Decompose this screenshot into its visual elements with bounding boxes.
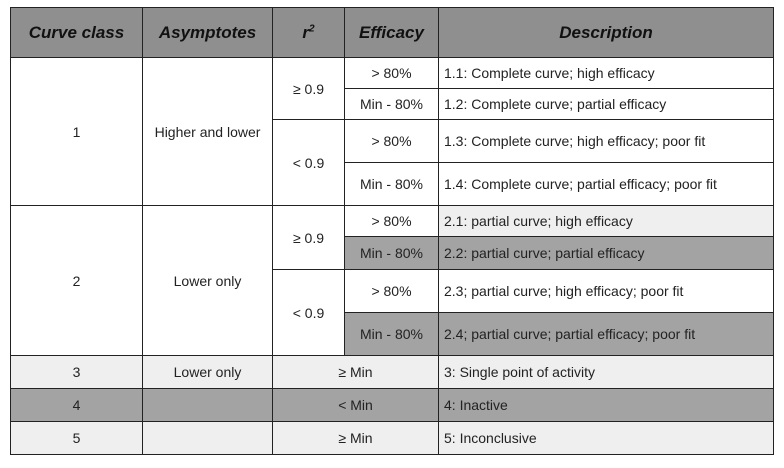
description-cell: 5: Inconclusive xyxy=(438,421,774,455)
table-row: Min - 80% 2.2: partial curve; partial ef… xyxy=(11,236,774,270)
table-row: Min - 80% 1.4: Complete curve; partial e… xyxy=(11,162,774,206)
table-row: < 0.9 > 80% 1.3: Complete curve; high ef… xyxy=(11,119,774,206)
asymptotes-cell: Lower only xyxy=(142,355,273,389)
r2-cell: < 0.9 xyxy=(272,119,345,206)
table-row: Min - 80% 1.2: Complete curve; partial e… xyxy=(11,88,774,120)
efficacy-cell: Min - 80% xyxy=(344,312,439,356)
curve-class-cell: 5 xyxy=(10,421,143,455)
header-curve-class: Curve class xyxy=(10,7,143,58)
curve-class-cell: 4 xyxy=(10,388,143,422)
table-row: Min - 80% 2.4; partial curve; partial ef… xyxy=(11,312,774,356)
asymptotes-cell xyxy=(142,421,273,455)
header-r-base: r xyxy=(302,22,310,42)
r2-cell: ≥ 0.9 xyxy=(272,57,345,120)
efficacy-cell: > 80% xyxy=(344,119,439,163)
efficacy-cell: > 80% xyxy=(344,269,439,313)
efficacy-cell: Min - 80% xyxy=(344,88,439,120)
header-asymptotes: Asymptotes xyxy=(142,7,273,58)
description-cell: 1.3: Complete curve; high efficacy; poor… xyxy=(438,119,774,163)
curve-class-table-wrapper: Curve class Asymptotes r2 Efficacy Descr… xyxy=(10,7,774,455)
description-cell: 2.2: partial curve; partial efficacy xyxy=(438,236,774,270)
efficacy-cell: ≥ Min xyxy=(272,355,439,389)
header-r-squared: r2 xyxy=(272,7,345,58)
table-row: 2 Lower only ≥ 0.9 > 80% 2.1: partial cu… xyxy=(10,205,774,356)
description-cell: 1.2: Complete curve; partial efficacy xyxy=(438,88,774,120)
asymptotes-cell: Higher and lower xyxy=(142,57,273,206)
header-r-superscript: 2 xyxy=(309,22,315,34)
table-row: 4 < Min 4: Inactive xyxy=(10,388,774,422)
description-cell: 1.4: Complete curve; partial efficacy; p… xyxy=(438,162,774,206)
asymptotes-cell: Lower only xyxy=(142,205,273,356)
description-cell: 2.4; partial curve; partial efficacy; po… xyxy=(438,312,774,356)
table-row: 5 ≥ Min 5: Inconclusive xyxy=(10,421,774,455)
header-row: Curve class Asymptotes r2 Efficacy Descr… xyxy=(10,7,774,58)
curve-class-cell: 1 xyxy=(10,57,143,206)
asymptotes-cell xyxy=(142,388,273,422)
table-row: 3 Lower only ≥ Min 3: Single point of ac… xyxy=(10,355,774,389)
curve-class-cell: 2 xyxy=(10,205,143,356)
header-description: Description xyxy=(438,7,774,58)
description-cell: 3: Single point of activity xyxy=(438,355,774,389)
efficacy-cell: < Min xyxy=(272,388,439,422)
efficacy-cell: > 80% xyxy=(344,205,439,237)
r2-cell: ≥ 0.9 xyxy=(272,205,345,270)
curve-class-cell: 3 xyxy=(10,355,143,389)
efficacy-cell: ≥ Min xyxy=(272,421,439,455)
efficacy-cell: Min - 80% xyxy=(344,236,439,270)
table-row: 1 Higher and lower ≥ 0.9 > 80% 1.1: Comp… xyxy=(10,57,774,206)
efficacy-cell: > 80% xyxy=(344,57,439,89)
description-cell: 2.3; partial curve; high efficacy; poor … xyxy=(438,269,774,313)
description-cell: 4: Inactive xyxy=(438,388,774,422)
curve-class-table: Curve class Asymptotes r2 Efficacy Descr… xyxy=(10,7,774,455)
description-cell: 1.1: Complete curve; high efficacy xyxy=(438,57,774,89)
r2-cell: < 0.9 xyxy=(272,269,345,356)
description-cell: 2.1: partial curve; high efficacy xyxy=(438,205,774,237)
header-efficacy: Efficacy xyxy=(344,7,439,58)
efficacy-cell: Min - 80% xyxy=(344,162,439,206)
